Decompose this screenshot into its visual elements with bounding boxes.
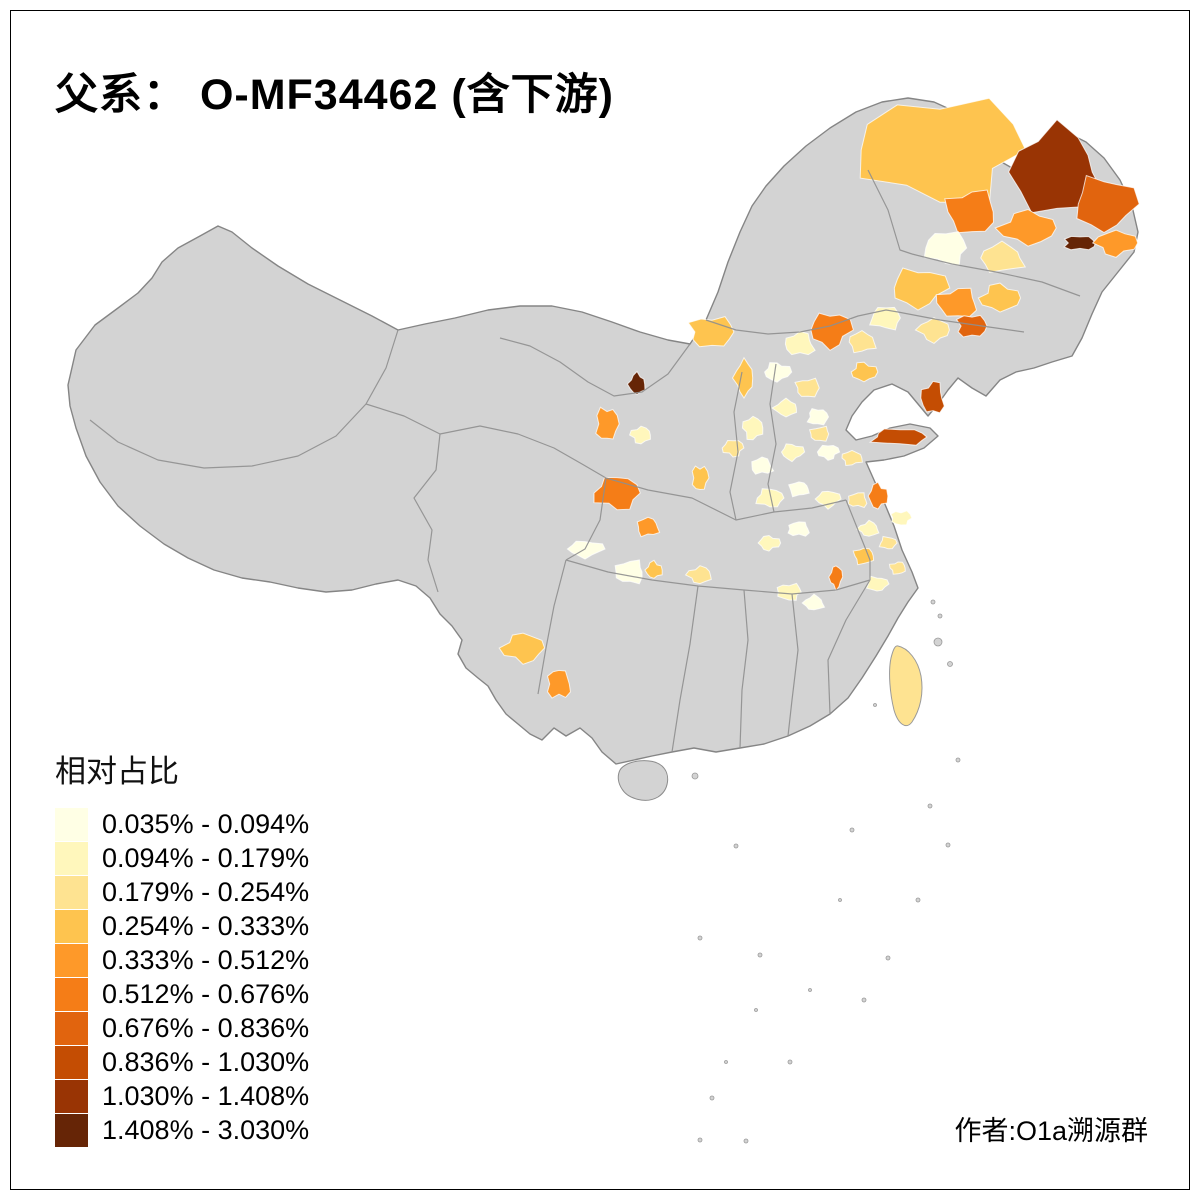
map-region [808,425,830,442]
map-region [644,559,663,579]
legend-label: 1.030% - 1.408% [102,1080,310,1111]
map-region [841,449,863,467]
map-region [780,443,806,463]
legend-label: 0.254% - 0.333% [102,910,310,941]
map-region [1063,235,1096,251]
legend-row: 1.030% - 1.408% [55,1079,309,1113]
map-region [867,481,889,510]
map-region [776,582,802,601]
legend-swatch [55,1045,88,1079]
map-region [828,565,844,592]
map-region [764,362,793,383]
map-region [757,534,782,552]
legend-swatch [55,875,88,909]
legend-label: 0.179% - 0.254% [102,876,310,907]
map-region [784,330,816,356]
map-region [755,488,785,508]
map-region [994,208,1057,247]
map-region [566,540,606,560]
map-region [771,397,798,418]
small-islands [691,599,961,1144]
legend-row: 0.035% - 0.094% [55,807,309,841]
prefecture-regions [498,97,1140,699]
map-region [687,316,735,348]
attribution: 作者:O1a溯源群 [954,1116,1148,1146]
legend: 相对占比 0.035% - 0.094% 0.094% - 0.179% 0.179… [55,746,309,1147]
legend-rows: 0.035% - 0.094% 0.094% - 0.179% 0.179% - 0… [55,807,309,1147]
legend-label: 0.836% - 1.030% [102,1046,310,1077]
map-region [865,575,890,592]
map-region [614,559,643,585]
legend-row: 0.676% - 0.836% [55,1011,309,1045]
hainan-island [617,760,669,801]
map-region [914,317,950,345]
map-region [636,516,661,538]
map-region [852,547,875,566]
map-region [498,632,546,665]
legend-title: 相对占比 [55,754,179,789]
map-region [893,267,951,311]
taiwan-island [889,645,923,726]
legend-swatch [55,943,88,977]
legend-label: 0.094% - 0.179% [102,842,310,873]
map-region [628,425,651,445]
map-region [888,561,906,575]
legend-label: 0.035% - 0.094% [102,808,310,839]
map-region [977,282,1022,313]
map-region [1091,229,1139,258]
legend-label: 0.333% - 0.512% [102,944,310,975]
legend-swatch [55,1079,88,1113]
map-region [944,189,995,234]
legend-swatch [55,1113,88,1147]
map-region [955,314,988,338]
legend-swatch [55,977,88,1011]
map-region [794,377,820,398]
map-region [546,669,572,699]
legend-label: 0.512% - 0.676% [102,978,310,1009]
province-borders [89,169,1081,753]
legend-row: 0.512% - 0.676% [55,977,309,1011]
map-region [850,361,879,383]
map-region [593,476,641,511]
map-region [1076,174,1140,234]
legend-row: 0.836% - 1.030% [55,1045,309,1079]
legend-label: 0.676% - 0.836% [102,1012,310,1043]
legend-swatch [55,841,88,875]
map-region [691,465,710,491]
map-region [751,456,775,475]
map-region [848,330,877,354]
map-region [684,565,712,585]
map-region [890,510,913,526]
map-region [787,521,810,537]
map-region [814,490,842,510]
legend-row: 0.254% - 0.333% [55,909,309,943]
map-region [980,240,1027,273]
map-region [847,492,868,509]
map-region [731,356,754,399]
map-region [856,519,880,537]
map-region [920,380,945,414]
map-region [869,306,901,331]
map-region [741,415,764,441]
map-region [721,439,745,458]
map-region [806,408,830,426]
legend-swatch [55,807,88,841]
page-title: 父系： O-MF34462 (含下游) [55,71,614,119]
legend-row: 1.408% - 3.030% [55,1113,309,1147]
map-region [878,535,898,550]
map-region [816,444,841,461]
legend-row: 0.179% - 0.254% [55,875,309,909]
legend-swatch [55,909,88,943]
legend-row: 0.333% - 0.512% [55,943,309,977]
map-region [788,481,810,498]
map-region [801,593,826,611]
map-region [595,406,620,440]
legend-label: 1.408% - 3.030% [102,1114,310,1145]
map-region [868,428,928,446]
legend-swatch [55,1011,88,1045]
legend-row: 0.094% - 0.179% [55,841,309,875]
